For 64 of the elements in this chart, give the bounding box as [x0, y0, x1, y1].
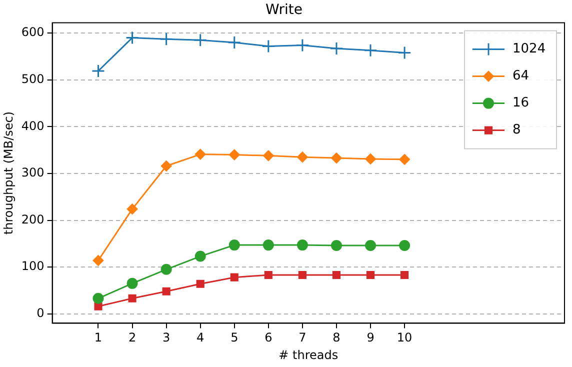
- point: [365, 153, 376, 164]
- point: [399, 154, 410, 165]
- x-tick-label: 4: [196, 330, 204, 345]
- point: [196, 280, 204, 288]
- point: [230, 273, 238, 282]
- legend-label: 16: [512, 96, 530, 111]
- point: [126, 31, 140, 45]
- point: [228, 149, 240, 160]
- point: [364, 44, 378, 58]
- y-tick-label: 500: [21, 72, 44, 86]
- point: [330, 42, 344, 56]
- point: [262, 240, 274, 251]
- point: [398, 46, 412, 60]
- x-tick-label: 2: [128, 330, 136, 345]
- x-tick-label: 9: [366, 330, 374, 345]
- point: [262, 39, 276, 53]
- point: [92, 255, 104, 266]
- point: [160, 264, 172, 275]
- point: [228, 36, 242, 50]
- legend-label: 1024: [512, 42, 546, 57]
- point: [298, 270, 306, 280]
- x-tick-label: 8: [332, 330, 340, 345]
- point: [128, 294, 136, 302]
- point: [92, 64, 105, 78]
- x-tick-label: 7: [298, 330, 306, 345]
- point: [94, 302, 102, 310]
- y-tick-label: 300: [21, 166, 44, 180]
- x-tick-label: 3: [162, 330, 170, 345]
- point: [296, 240, 308, 251]
- point: [330, 240, 342, 252]
- x-tick-label: 6: [264, 330, 272, 345]
- point: [126, 204, 138, 215]
- y-axis-title: throughput (MB/sec): [1, 111, 16, 235]
- point: [194, 148, 206, 160]
- point: [296, 152, 308, 163]
- point: [160, 32, 174, 46]
- point: [162, 287, 170, 296]
- point: [399, 240, 410, 252]
- y-tick-label: 400: [21, 118, 44, 133]
- legend-label: 8: [512, 122, 521, 138]
- point: [400, 270, 409, 280]
- x-tick-label: 10: [396, 330, 412, 345]
- point: [92, 292, 104, 304]
- x-tick-label: 1: [94, 330, 102, 345]
- point: [365, 240, 376, 252]
- y-tick-label: 0: [36, 306, 44, 320]
- point: [228, 240, 240, 251]
- y-tick-label: 600: [21, 25, 44, 40]
- point: [296, 38, 310, 52]
- point: [126, 278, 138, 289]
- point: [194, 33, 208, 47]
- point: [366, 270, 375, 280]
- point: [194, 250, 206, 262]
- point: [330, 152, 342, 164]
- y-tick-label: 100: [21, 259, 44, 274]
- point: [264, 270, 272, 280]
- y-tick-label: 200: [21, 212, 44, 226]
- point: [160, 160, 172, 172]
- x-axis-title: # threads: [278, 348, 338, 362]
- legend-label: 64: [512, 68, 530, 84]
- chart-title: Write: [266, 2, 302, 18]
- point: [262, 150, 274, 162]
- x-tick-label: 5: [230, 330, 238, 345]
- point: [332, 270, 341, 280]
